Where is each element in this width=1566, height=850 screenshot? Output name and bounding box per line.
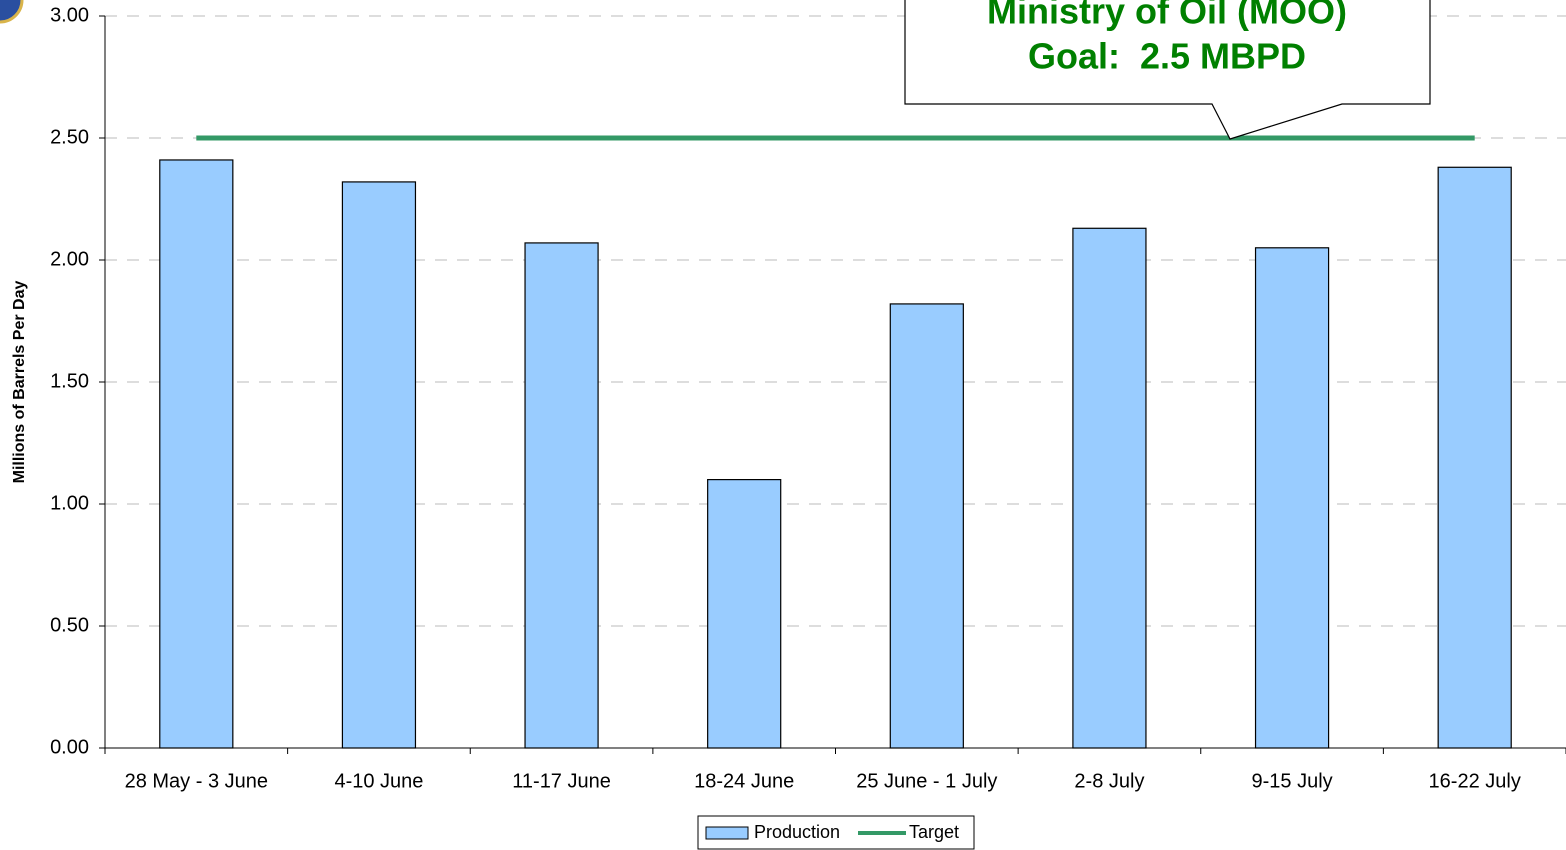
y-tick-label: 3.00: [50, 4, 89, 26]
logo: [0, 0, 24, 24]
x-tick-label: 2-8 July: [1074, 770, 1144, 792]
callout-text: Ministry of Oil (MOO): [987, 0, 1347, 32]
y-tick-label: 2.50: [50, 126, 89, 148]
x-tick-label: 11-17 June: [512, 770, 611, 792]
bar: [1254, 247, 1330, 749]
x-tick-label: 16-22 July: [1429, 770, 1521, 792]
legend-label: Production: [754, 822, 840, 842]
x-tick-label: 18-24 June: [694, 770, 794, 792]
x-tick-label: 9-15 July: [1251, 770, 1332, 792]
bar: [1072, 227, 1147, 749]
bar: [707, 479, 782, 749]
y-tick-label: 0.50: [50, 614, 89, 636]
x-tick-label: 25 June - 1 July: [856, 770, 997, 792]
bar: [889, 303, 964, 749]
y-tick-label: 0.00: [50, 736, 89, 758]
bar: [341, 181, 417, 749]
y-axis-label: Millions of Barrels Per Day: [11, 281, 28, 484]
legend-swatch: [705, 826, 749, 840]
x-tick-label: 28 May - 3 June: [125, 770, 268, 792]
legend-label: Target: [909, 822, 959, 842]
bar: [524, 242, 599, 749]
y-tick-label: 2.00: [50, 248, 89, 270]
callout-box: [904, 0, 1431, 140]
bar: [1437, 166, 1512, 749]
y-tick-label: 1.00: [50, 492, 89, 514]
callout-text: Goal: 2.5 MBPD: [1028, 36, 1306, 77]
x-tick-label: 4-10 June: [334, 770, 423, 792]
bar: [159, 159, 234, 749]
y-tick-label: 1.50: [50, 370, 89, 392]
